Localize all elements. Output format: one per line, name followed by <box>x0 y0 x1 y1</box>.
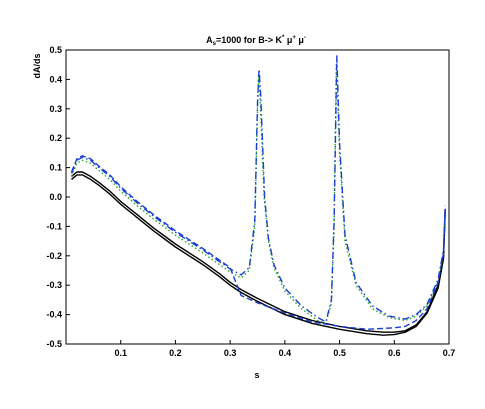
title-mu2-sup: - <box>304 35 306 41</box>
x-tick-label: 0.7 <box>443 348 456 358</box>
x-tick-label: 0.5 <box>333 348 346 358</box>
y-tick-label: 0.1 <box>49 163 62 173</box>
chart-title: As=1000 for B-> K* μ+ μ- <box>206 35 306 47</box>
y-axis-label: dA/ds <box>32 53 42 78</box>
title-mu1: μ <box>284 35 292 45</box>
title-mu2: μ <box>296 35 304 45</box>
series-layer <box>72 56 446 335</box>
y-tick-label: 0.4 <box>49 74 62 84</box>
y-tick-label: -0.3 <box>46 280 62 290</box>
x-tick-label: 0.6 <box>388 348 401 358</box>
y-tick-label: -0.4 <box>46 310 62 320</box>
series-line-2 <box>72 175 446 335</box>
y-tick-label: -0.1 <box>46 221 62 231</box>
title-main: =1000 for B-> K <box>216 35 283 45</box>
x-tick-label: 0.3 <box>224 348 237 358</box>
x-tick-label: 0.1 <box>114 348 127 358</box>
x-axis-label: s <box>254 370 259 380</box>
plot-frame <box>66 50 449 344</box>
series-line-5 <box>72 156 446 329</box>
y-tick-label: -0.2 <box>46 251 62 261</box>
y-tick-label: -0.5 <box>46 339 62 349</box>
series-line-1 <box>72 172 446 332</box>
x-tick-label: 0.4 <box>279 348 292 358</box>
y-tick-label: 0.0 <box>49 192 62 202</box>
y-tick-label: 0.3 <box>49 104 62 114</box>
axis-ticks: 0.1 0.2 0.3 0.4 0.5 0.6 0.7 0.5 0.4 0.3 0.2 0.1 0.0 -… <box>46 45 455 358</box>
y-tick-label: 0.5 <box>49 45 62 55</box>
y-tick-label: 0.2 <box>49 133 62 143</box>
x-tick-label: 0.2 <box>169 348 182 358</box>
series-line-4 <box>72 56 446 322</box>
